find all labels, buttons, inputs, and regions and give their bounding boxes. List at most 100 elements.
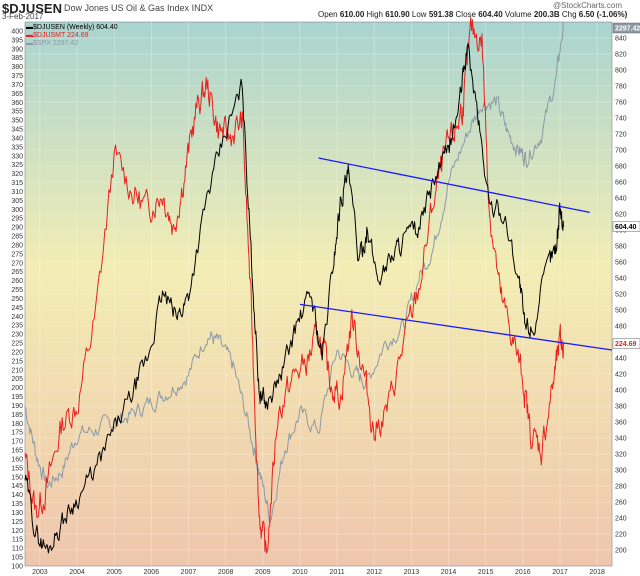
djusmt-line xyxy=(24,16,565,554)
left-tick-label: 290 xyxy=(11,225,23,232)
right-tick-label: 700 xyxy=(615,148,627,155)
left-tick-label: 160 xyxy=(11,456,23,463)
x-tick-label: 2017 xyxy=(552,569,568,576)
plot-area xyxy=(24,21,613,567)
left-tick-label: 125 xyxy=(11,519,23,526)
left-tick-label: 255 xyxy=(11,287,23,294)
upper-trendline xyxy=(318,157,590,214)
right-tick-label: 300 xyxy=(615,468,627,475)
left-tick-label: 135 xyxy=(11,501,23,508)
left-tick-label: 190 xyxy=(11,403,23,410)
djusen-value-tag: 604.40 xyxy=(612,221,640,232)
left-tick-label: 345 xyxy=(11,127,23,134)
left-tick-label: 110 xyxy=(12,546,23,553)
chart-symbol: $DJUSEN xyxy=(2,1,62,16)
left-tick-label: 235 xyxy=(11,323,23,330)
right-tick-label: 280 xyxy=(615,484,627,491)
left-tick-label: 340 xyxy=(11,135,23,142)
right-tick-label: 340 xyxy=(615,436,627,443)
index-name-text: Dow Jones US Oil & Gas Index xyxy=(64,3,190,13)
legend-entry: ▬$DJUSEN (Weekly) 604.40 xyxy=(26,24,118,31)
value-tag-box xyxy=(612,221,640,232)
left-tick-label: 350 xyxy=(11,118,23,125)
left-tick-label: 295 xyxy=(11,216,23,223)
left-tick-label: 225 xyxy=(11,341,23,348)
right-tick-label: 500 xyxy=(615,308,627,315)
left-tick-label: 315 xyxy=(11,180,23,187)
right-tick-label: 220 xyxy=(615,532,627,539)
right-tick-label: 760 xyxy=(615,100,627,107)
chart-date: 3-Feb-2017 xyxy=(2,12,44,21)
left-tick-label: 360 xyxy=(11,100,23,107)
left-tick-label: 280 xyxy=(11,242,23,249)
left-tick-label: 395 xyxy=(11,37,23,44)
left-tick-label: 300 xyxy=(11,207,23,214)
left-tick-label: 130 xyxy=(11,510,23,517)
right-tick-label: 580 xyxy=(615,244,627,251)
legend: ▬$DJUSEN (Weekly) 604.40 ▬$DJUSMT 224.69 ▬… xyxy=(26,24,118,48)
right-tick-label: 320 xyxy=(615,452,627,459)
left-tick-label: 100 xyxy=(11,564,23,571)
right-axis: 200 220 240 260 280 300 320 340 360 380 400 420 440 4… xyxy=(615,36,627,555)
left-tick-label: 375 xyxy=(11,73,23,80)
left-tick-label: 390 xyxy=(11,46,23,53)
value-tag-text: 224.69 xyxy=(615,341,637,348)
low-label: Low xyxy=(411,10,427,19)
left-tick-label: 145 xyxy=(11,483,23,490)
index-name: Dow Jones US Oil & Gas Index INDX xyxy=(64,3,213,13)
left-tick-label: 250 xyxy=(11,296,23,303)
high-value: 610.90 xyxy=(385,10,410,19)
legend-entry: ▬$SPX 2297.42 xyxy=(26,40,79,47)
left-tick-label: 175 xyxy=(11,430,23,437)
left-tick-label: 285 xyxy=(11,234,23,241)
right-tick-label: 440 xyxy=(615,356,627,363)
right-tick-label: 560 xyxy=(615,260,627,267)
series-lines xyxy=(24,16,565,554)
left-tick-label: 385 xyxy=(11,55,23,62)
value-tag-box xyxy=(612,338,640,349)
right-tick-label: 360 xyxy=(615,420,627,427)
left-tick-label: 155 xyxy=(11,465,23,472)
right-tick-label: 720 xyxy=(615,132,627,139)
right-tick-label: 260 xyxy=(615,500,627,507)
left-tick-label: 400 xyxy=(11,28,23,35)
open-value: 610.00 xyxy=(339,10,365,19)
left-tick-label: 260 xyxy=(11,278,23,285)
left-tick-label: 370 xyxy=(11,82,23,89)
left-tick-label: 275 xyxy=(11,251,23,258)
trendlines xyxy=(299,157,613,351)
left-tick-label: 325 xyxy=(11,162,23,169)
djusen-line xyxy=(24,43,565,554)
x-tick-label: 2018 xyxy=(589,569,605,576)
value-tag-text: 2297.42 xyxy=(615,26,640,33)
exchange-label: INDX xyxy=(191,3,214,13)
left-tick-label: 115 xyxy=(12,537,23,544)
left-tick-label: 195 xyxy=(11,394,23,401)
left-axis: 1001051101151201251301351401451501551601… xyxy=(11,28,23,570)
ohlc-summary: Open 610.00 High 610.90 Low 591.38 Close… xyxy=(318,10,627,19)
value-tag-box xyxy=(612,22,640,34)
value-tag-text: 604.40 xyxy=(615,224,637,231)
right-tick-label: 780 xyxy=(615,84,627,91)
right-tick-label: 840 xyxy=(615,36,627,43)
right-value-tags: 2297.42 604.40 224.69 xyxy=(612,22,640,349)
x-tick-label: 2014 xyxy=(441,569,457,576)
right-tick-label: 680 xyxy=(615,164,627,171)
x-tick-label: 2012 xyxy=(366,569,382,576)
left-tick-label: 365 xyxy=(11,91,23,98)
left-tick-label: 185 xyxy=(11,412,23,419)
left-tick-label: 265 xyxy=(11,269,23,276)
x-tick-label: 2003 xyxy=(32,569,48,576)
x-tick-label: 2008 xyxy=(218,569,234,576)
left-tick-label: 210 xyxy=(11,367,23,374)
legend-entry: ▬$DJUSMT 224.69 xyxy=(26,32,89,39)
left-tick-label: 310 xyxy=(11,189,23,196)
x-tick-label: 2006 xyxy=(144,569,160,576)
left-tick-label: 220 xyxy=(11,349,23,356)
left-tick-label: 305 xyxy=(11,198,23,205)
x-tick-label: 2005 xyxy=(106,569,122,576)
x-axis: 2003 2004 2005 2006 2007 2008 2009 2010 2011 2012… xyxy=(32,569,605,576)
low-value: 591.38 xyxy=(428,10,454,19)
right-tick-label: 540 xyxy=(615,276,627,283)
djusmt-value-tag: 224.69 xyxy=(612,338,640,349)
